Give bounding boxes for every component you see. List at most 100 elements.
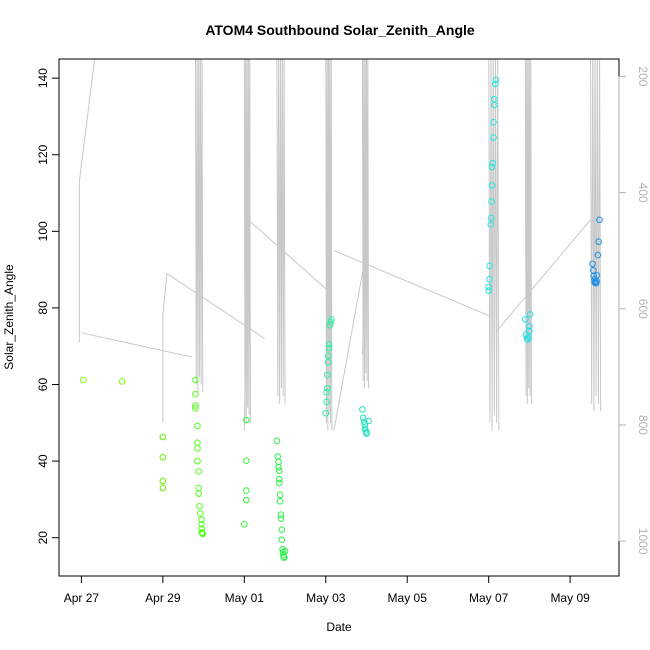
data-point <box>328 316 335 323</box>
data-point <box>326 321 334 329</box>
data-point <box>491 95 498 103</box>
data-point <box>324 352 332 360</box>
track-segment <box>496 219 591 332</box>
data-point <box>487 221 495 228</box>
data-point <box>196 503 203 510</box>
data-points <box>80 76 603 561</box>
data-point <box>278 526 286 533</box>
depth-track <box>78 59 602 431</box>
track-spike <box>524 59 532 404</box>
data-point <box>275 458 282 466</box>
data-point <box>485 287 492 294</box>
data-point <box>194 422 201 430</box>
data-point <box>327 318 334 326</box>
data-point <box>323 388 330 396</box>
track-segment <box>81 332 192 358</box>
data-point <box>359 414 367 422</box>
data-point <box>195 468 202 475</box>
data-point <box>490 134 497 141</box>
data-point <box>243 496 250 504</box>
data-point <box>80 376 87 384</box>
right-tick-label: 400 <box>636 183 650 203</box>
track-segment <box>162 272 265 423</box>
data-point <box>276 479 283 487</box>
data-point <box>192 390 199 398</box>
data-point <box>276 467 283 474</box>
data-point <box>594 251 602 259</box>
x-tick-label: Apr 27 <box>64 591 100 605</box>
track-spike <box>194 59 204 393</box>
data-point <box>280 554 288 561</box>
data-point <box>118 378 126 385</box>
right-axis: 200 400 600 800 1000 <box>618 66 650 555</box>
data-point <box>198 516 205 524</box>
track-segment <box>78 59 96 343</box>
track-spike <box>590 59 602 412</box>
right-tick-label: 800 <box>636 415 650 435</box>
y-tick-label: 80 <box>36 301 50 315</box>
track-spike <box>361 59 370 389</box>
data-point <box>159 484 167 492</box>
data-point <box>277 511 285 519</box>
data-point <box>492 76 500 84</box>
data-point <box>488 163 496 171</box>
data-point <box>486 262 493 270</box>
data-point <box>195 490 202 497</box>
data-point <box>199 530 207 538</box>
data-point <box>159 453 167 461</box>
track-segment <box>333 250 489 317</box>
data-point <box>322 409 330 417</box>
data-point <box>276 475 283 483</box>
data-point <box>194 439 201 447</box>
data-point <box>192 376 199 384</box>
right-tick-label: 200 <box>636 66 650 86</box>
data-point <box>522 316 529 323</box>
data-point <box>276 491 284 499</box>
data-point <box>323 398 330 406</box>
data-point <box>159 477 167 485</box>
plot-frame <box>58 58 620 577</box>
data-point <box>197 510 204 517</box>
data-point <box>526 323 533 330</box>
y-axis: 20 40 60 80 100 120 140 <box>36 68 59 545</box>
track-segment <box>333 250 367 431</box>
data-point <box>488 198 495 205</box>
x-tick-label: May 09 <box>550 591 590 605</box>
data-point <box>277 515 285 522</box>
data-point <box>276 498 284 505</box>
data-point <box>325 344 333 352</box>
data-point <box>243 457 250 465</box>
right-tick-label: 1000 <box>636 528 650 555</box>
data-point <box>523 335 531 342</box>
x-tick-label: May 05 <box>388 591 428 605</box>
data-point <box>194 445 201 452</box>
y-tick-label: 20 <box>36 531 50 545</box>
track-spike <box>325 59 333 431</box>
data-point <box>159 433 167 441</box>
data-point <box>595 238 602 245</box>
data-point <box>273 437 281 445</box>
data-point <box>241 521 248 528</box>
data-point <box>491 101 498 109</box>
y-tick-label: 100 <box>36 221 50 241</box>
data-point <box>324 371 331 379</box>
data-point <box>281 547 289 555</box>
x-axis-label: Date <box>326 620 352 634</box>
y-axis-label: Solar_Zenith_Angle <box>2 264 16 370</box>
data-point <box>324 385 331 392</box>
data-point <box>194 457 201 465</box>
data-point <box>526 327 533 335</box>
track-spike <box>276 59 286 404</box>
y-tick-label: 140 <box>36 68 50 88</box>
data-point <box>360 418 368 425</box>
data-point <box>243 416 250 424</box>
data-point <box>274 453 282 460</box>
data-point <box>359 406 366 413</box>
y-tick-label: 60 <box>36 378 50 392</box>
chart-title: ATOM4 Southbound Solar_Zenith_Angle <box>205 22 475 38</box>
y-tick-label: 120 <box>36 144 50 164</box>
x-tick-label: May 03 <box>306 591 346 605</box>
right-tick-label: 600 <box>636 299 650 319</box>
data-point <box>365 417 372 425</box>
x-tick-label: May 07 <box>469 591 509 605</box>
